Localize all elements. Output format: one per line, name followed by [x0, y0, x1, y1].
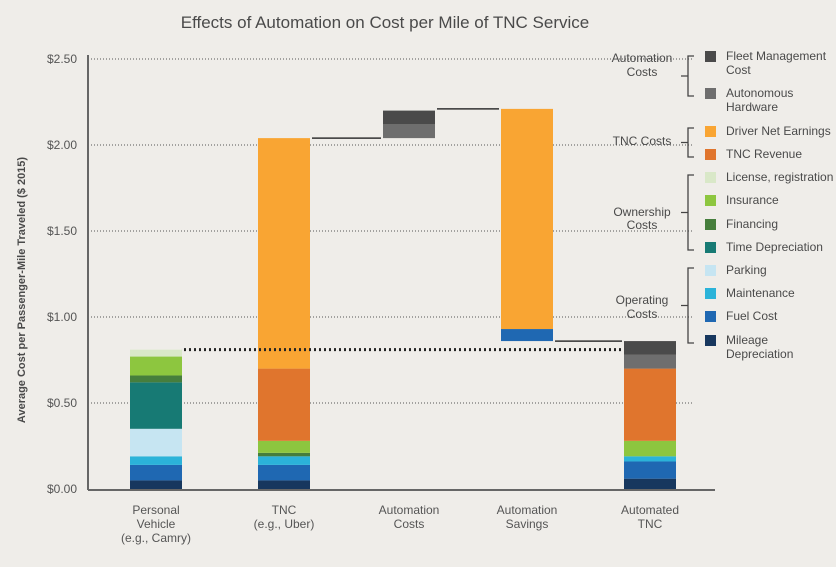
bar-segment-fleet-management-cost: [383, 110, 435, 125]
legend-group-label: Costs: [627, 307, 658, 321]
x-category-label: TNC: [638, 517, 663, 531]
legend-swatch: [705, 335, 716, 346]
legend-label: Time Depreciation: [726, 240, 823, 254]
y-axis-ticks: $0.00 $0.50 $1.00 $1.50 $2.00 $2.50: [47, 52, 77, 496]
legend-label: Parking: [726, 263, 767, 277]
legend-group-label: TNC Costs: [613, 134, 672, 148]
bar-segment-autonomous-hardware: [383, 124, 435, 139]
y-tick-label: $2.50: [47, 52, 77, 66]
bar-segment-tnc-revenue: [258, 368, 310, 441]
bar-segment-driver-net-earnings: [258, 138, 310, 369]
bar-segment-insurance: [624, 440, 676, 457]
x-category-label: Savings: [506, 517, 549, 531]
legend-label: Insurance: [726, 193, 779, 207]
bar-segment-driver-net-earnings: [501, 108, 553, 330]
legend-swatch: [705, 288, 716, 299]
legend-label: Maintenance: [726, 286, 795, 300]
legend-swatch: [705, 265, 716, 276]
legend-swatch: [705, 242, 716, 253]
legend-swatch: [705, 219, 716, 230]
bar-segment-time-depreciation: [130, 382, 182, 429]
bar-segment-maintenance: [258, 456, 310, 465]
legend-swatch: [705, 172, 716, 183]
x-category-label: Automation: [379, 503, 440, 517]
bar-segment-autonomous-hardware: [624, 354, 676, 369]
y-tick-label: $1.50: [47, 224, 77, 238]
legend-label: Financing: [726, 217, 778, 231]
legend-label: TNC Revenue: [726, 147, 802, 161]
legend-bracket: [681, 267, 694, 344]
bar-segment-fuel-cost: [624, 461, 676, 479]
chart-title: Effects of Automation on Cost per Mile o…: [181, 13, 590, 32]
legend-label: License, registration: [726, 170, 833, 184]
x-category-label: (e.g., Uber): [254, 517, 315, 531]
bar-segment-insurance: [130, 356, 182, 376]
y-axis-label: Average Cost per Passenger-Mile Traveled…: [16, 157, 28, 423]
connectors: [184, 108, 622, 352]
legend-bracket: [681, 55, 694, 97]
y-tick-label: $0.50: [47, 396, 77, 410]
x-category-label: Vehicle: [137, 517, 176, 531]
x-category-label: Automation: [497, 503, 558, 517]
legend-swatch: [705, 88, 716, 99]
gridlines: [88, 58, 693, 404]
legend-label: Hardware: [726, 100, 778, 114]
legend-group-label: Automation: [612, 51, 673, 65]
y-tick-label: $2.00: [47, 138, 77, 152]
legend-label: Cost: [726, 63, 751, 77]
legend-group-label: Operating: [616, 293, 669, 307]
legend-swatch: [705, 126, 716, 137]
bar-segment-insurance: [258, 440, 310, 453]
legend-label: Mileage: [726, 333, 768, 347]
bar-segment-mileage-depreciation: [130, 480, 182, 489]
legend-label: Fleet Management: [726, 49, 827, 63]
legend-swatch: [705, 149, 716, 160]
legend-swatch: [705, 195, 716, 206]
x-category-label: Automated: [621, 503, 679, 517]
y-tick-label: $0.00: [47, 482, 77, 496]
legend-label: Depreciation: [726, 347, 793, 361]
legend-group-label: Costs: [627, 65, 658, 79]
bar-segment-license-registration: [130, 349, 182, 357]
legend-swatch: [705, 51, 716, 62]
x-category-label: Personal: [132, 503, 179, 517]
legend-label: Driver Net Earnings: [726, 124, 831, 138]
legend-bracket: [681, 127, 694, 158]
x-category-label: (e.g., Camry): [121, 531, 191, 545]
bar-segment-fuel-cost: [130, 464, 182, 481]
bar-segment-parking: [130, 428, 182, 457]
bar-segment-financing: [258, 452, 310, 457]
legend-label: Autonomous: [726, 86, 793, 100]
legend-label: Fuel Cost: [726, 309, 778, 323]
bar-segment-mileage-depreciation: [624, 478, 676, 489]
bar-segment-fuel-cost: [501, 329, 553, 342]
x-category-label: Costs: [394, 517, 425, 531]
legend-group-label: Ownership: [613, 205, 671, 219]
bar-segment-maintenance: [130, 456, 182, 465]
bar-segment-fleet-management-cost: [624, 341, 676, 355]
legend-swatch: [705, 311, 716, 322]
x-category-label: TNC: [272, 503, 297, 517]
bars: [130, 108, 676, 489]
legend-bracket: [681, 174, 694, 251]
bar-segment-maintenance: [624, 456, 676, 462]
legend-group-label: Costs: [627, 218, 658, 232]
axes: [87, 55, 715, 491]
y-tick-label: $1.00: [47, 310, 77, 324]
bar-segment-fuel-cost: [258, 464, 310, 481]
bar-segment-tnc-revenue: [624, 368, 676, 441]
bar-segment-mileage-depreciation: [258, 480, 310, 489]
bar-segment-financing: [130, 375, 182, 383]
